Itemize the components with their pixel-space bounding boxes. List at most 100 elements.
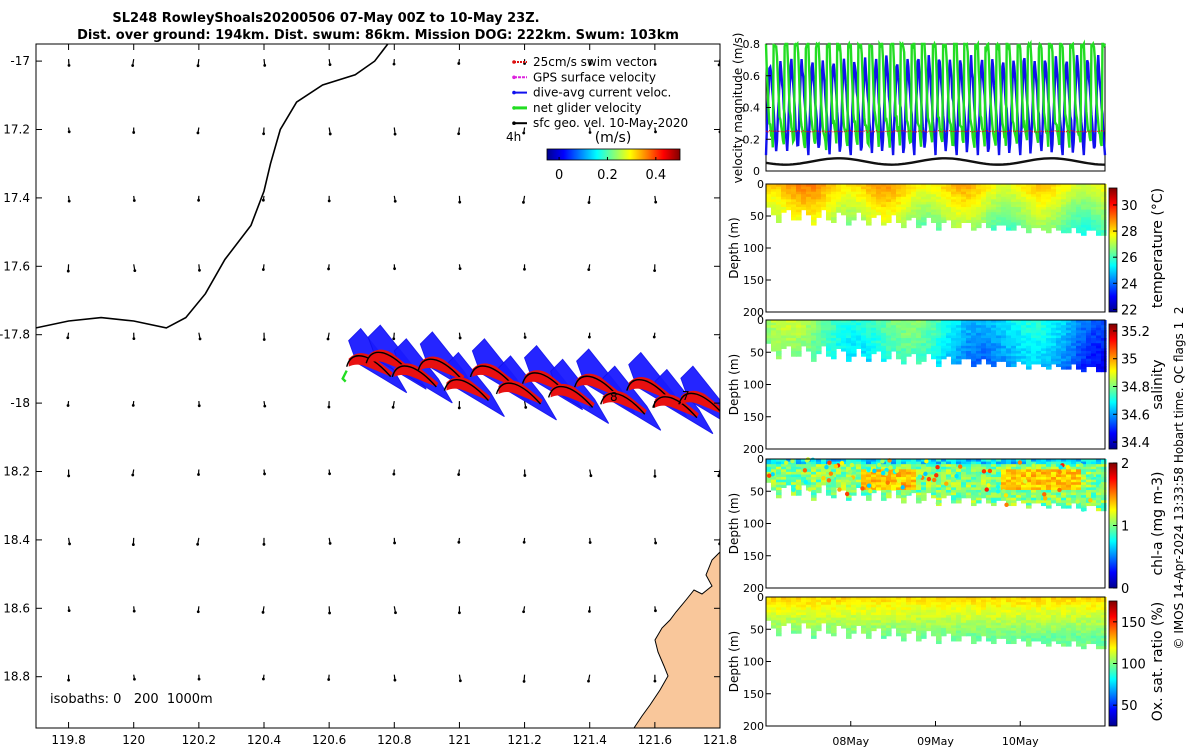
- section-cell: [1066, 196, 1072, 200]
- section-cell: [1046, 227, 1052, 231]
- section-cell: [921, 332, 927, 337]
- section-cell: [1076, 609, 1082, 614]
- section-cell: [991, 482, 997, 486]
- section-cell: [1001, 617, 1007, 621]
- section-cell: [1061, 617, 1067, 621]
- section-cell: [1031, 338, 1037, 342]
- section-cell: [1096, 505, 1102, 509]
- geo-vector-head: [328, 132, 332, 136]
- section-cell: [876, 597, 882, 601]
- section-cell: [1051, 332, 1057, 337]
- section-cell: [871, 627, 877, 632]
- section-cell: [866, 330, 872, 334]
- section-cell: [771, 340, 777, 344]
- section-cell: [1071, 224, 1077, 229]
- section-cell: [891, 194, 897, 198]
- section-cell: [1066, 191, 1072, 195]
- section-cell: [956, 320, 962, 324]
- section-cell: [961, 617, 967, 621]
- section-cell: [781, 345, 787, 349]
- section-cell: [951, 325, 957, 329]
- section-cell: [851, 622, 857, 626]
- section-cell: [851, 630, 857, 634]
- date-tick-label: 08May: [832, 735, 869, 748]
- section-cell: [1031, 356, 1037, 360]
- section-cell: [801, 325, 807, 329]
- section-cell: [841, 325, 847, 329]
- section-cell: [996, 189, 1002, 193]
- section-cell: [946, 350, 952, 355]
- section-cell: [1056, 204, 1062, 208]
- section-cell: [861, 217, 867, 221]
- section-cell: [1096, 492, 1102, 496]
- section-cell: [801, 609, 807, 614]
- section-cell: [961, 209, 967, 213]
- swim-vector: [576, 373, 621, 398]
- section-cell: [956, 612, 962, 616]
- section-cell: [1086, 207, 1092, 211]
- section-cell: [1081, 484, 1087, 488]
- section-cell: [1031, 597, 1037, 601]
- section-cell: [1001, 186, 1007, 190]
- section-cell: [936, 361, 942, 365]
- section-cell: [1046, 222, 1052, 226]
- section-cell: [976, 196, 982, 200]
- section-cell: [881, 602, 887, 606]
- section-cell: [1046, 461, 1052, 465]
- section-cell: [941, 194, 947, 198]
- section-cell: [806, 343, 812, 347]
- section-cell: [931, 194, 937, 198]
- section-cell: [806, 597, 812, 601]
- section-cell: [1036, 214, 1042, 218]
- section-cell: [1056, 196, 1062, 200]
- section-cell: [1051, 338, 1057, 342]
- section-cell: [991, 335, 997, 339]
- section-cell: [1071, 335, 1077, 339]
- section-cell: [821, 207, 827, 211]
- section-cell: [881, 330, 887, 334]
- section-cell: [971, 633, 977, 637]
- section-cell: [981, 492, 987, 496]
- section-cell: [1006, 214, 1012, 218]
- section-cell: [831, 466, 837, 470]
- section-cell: [766, 602, 772, 606]
- section-cell: [1056, 597, 1062, 601]
- section-cell: [1031, 222, 1037, 226]
- section-cell: [1011, 343, 1017, 347]
- section-cell: [816, 194, 822, 198]
- section-cell: [901, 479, 907, 483]
- swim-vector: [628, 377, 673, 401]
- section-cell: [1091, 495, 1097, 499]
- section-cell: [1051, 224, 1057, 229]
- section-cells: [766, 597, 1107, 650]
- section-cell: [846, 350, 852, 355]
- section-cell: [856, 189, 862, 193]
- section-cell: [881, 625, 887, 629]
- section-cell: [1086, 630, 1092, 634]
- section-cell: [1036, 638, 1042, 642]
- section-cell: [906, 620, 912, 624]
- section-cell: [981, 477, 987, 481]
- section-cell: [1026, 482, 1032, 486]
- section-cell: [1101, 464, 1107, 468]
- section-cell: [856, 615, 862, 619]
- section-cell: [1046, 627, 1052, 632]
- section-cell: [921, 604, 927, 608]
- section-cell: [826, 612, 832, 616]
- section-cell: [1056, 461, 1062, 465]
- section-cell: [1041, 212, 1047, 216]
- section-cell: [886, 184, 892, 188]
- section-cell: [1046, 361, 1052, 365]
- section-cell: [1031, 350, 1037, 355]
- section-cell: [1051, 500, 1057, 504]
- section-cell: [1011, 224, 1017, 229]
- section-cell: [1051, 612, 1057, 616]
- section-cell: [951, 599, 957, 603]
- map-x-tick-label: 121.4: [573, 733, 607, 747]
- section-cell: [916, 604, 922, 608]
- section-cell: [846, 484, 852, 488]
- section-cell: [1081, 620, 1087, 624]
- section-cell: [1016, 348, 1022, 352]
- section-cell: [856, 338, 862, 342]
- section-cell: [1091, 191, 1097, 195]
